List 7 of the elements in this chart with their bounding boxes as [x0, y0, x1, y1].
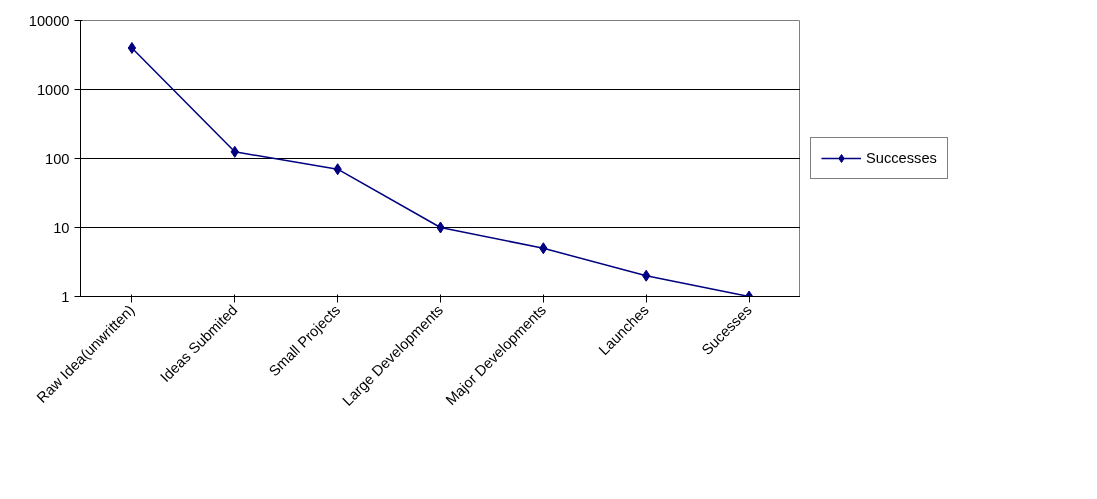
y-tick-label: 1 — [61, 288, 70, 305]
y-tick-label: 10 — [53, 219, 70, 236]
y-tick-label: 1000 — [36, 81, 70, 98]
y-tick-label: 100 — [45, 150, 70, 167]
y-tick-label: 10000 — [28, 12, 70, 29]
point — [127, 41, 137, 54]
legend-label: Successes — [866, 150, 937, 166]
